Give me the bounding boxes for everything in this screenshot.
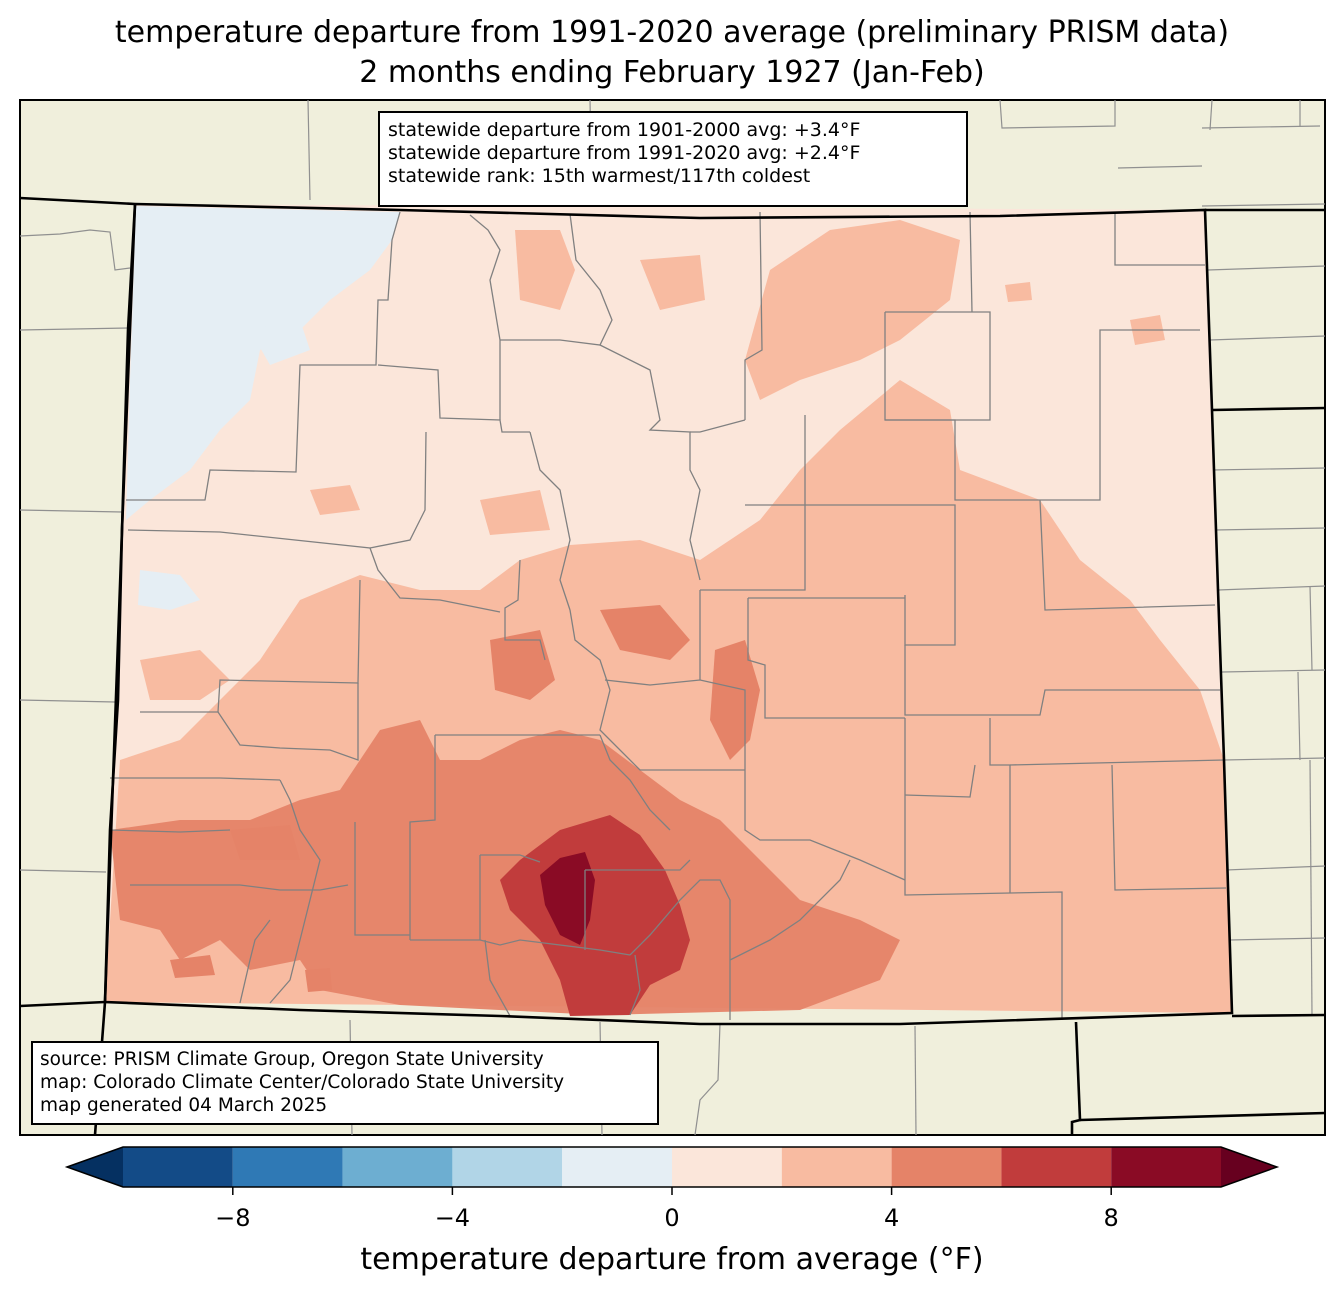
colorado-county-lines: [109, 211, 1227, 1020]
colorbar-under-arrow: [67, 1147, 123, 1187]
colorbar-label: temperature departure from average (°F): [360, 1242, 984, 1277]
colorbar-bin-5: [562, 1147, 672, 1187]
colorbar-tick-label: −4: [434, 1204, 471, 1232]
statewide-stats-box: statewide departure from 1901-2000 avg: …: [378, 111, 968, 207]
stats-rank: statewide rank: 15th warmest/117th colde…: [388, 165, 811, 187]
colorbar-over-arrow: [1221, 1147, 1277, 1187]
anomaly-warmer-areas: [110, 605, 900, 1015]
anomaly-hot-areas: [500, 815, 690, 1016]
neighbor-county-lines: [19, 99, 1326, 1136]
colorbar-bin-6: [672, 1147, 782, 1187]
map-title: temperature departure from 1991-2020 ave…: [114, 15, 1230, 50]
colorbar-bin-2: [232, 1147, 343, 1187]
anomaly-hottest-areas: [540, 852, 595, 945]
map-subtitle: 2 months ending February 1927 (Jan-Feb): [359, 55, 985, 90]
source-box: source: PRISM Climate Group, Oregon Stat…: [31, 1041, 659, 1125]
stats-departure-1991-2020: statewide departure from 1991-2020 avg: …: [388, 142, 861, 164]
colorbar-bin-8: [891, 1147, 1002, 1187]
colorbar-bin-1: [123, 1147, 233, 1187]
colorbar-tick-label: 4: [883, 1204, 900, 1232]
colorbar-bin-7: [781, 1147, 892, 1187]
source-line-prism: source: PRISM Climate Group, Oregon Stat…: [40, 1049, 544, 1070]
colorado-border: [103, 202, 1234, 1026]
colorbar-bin-10: [1111, 1147, 1221, 1187]
stats-departure-1901-2000: statewide departure from 1901-2000 avg: …: [388, 119, 861, 141]
colorbar-tick-label: 8: [1103, 1204, 1119, 1232]
source-line-map: map: Colorado Climate Center/Colorado St…: [40, 1072, 565, 1093]
state-borders: [19, 196, 1326, 1136]
colorbar-tick-label: −8: [215, 1204, 251, 1232]
colorbar-bin-4: [452, 1147, 563, 1187]
colorbar-outline: [64, 1146, 1280, 1188]
colorbar-bin-3: [342, 1147, 453, 1187]
colorbar-tick-label: 0: [664, 1204, 680, 1232]
colorbar: [64, 1146, 1280, 1195]
colorbar-bin-9: [1001, 1147, 1112, 1187]
source-line-generated: map generated 04 March 2025: [40, 1095, 328, 1116]
anomaly-cool-areas: [126, 206, 400, 610]
